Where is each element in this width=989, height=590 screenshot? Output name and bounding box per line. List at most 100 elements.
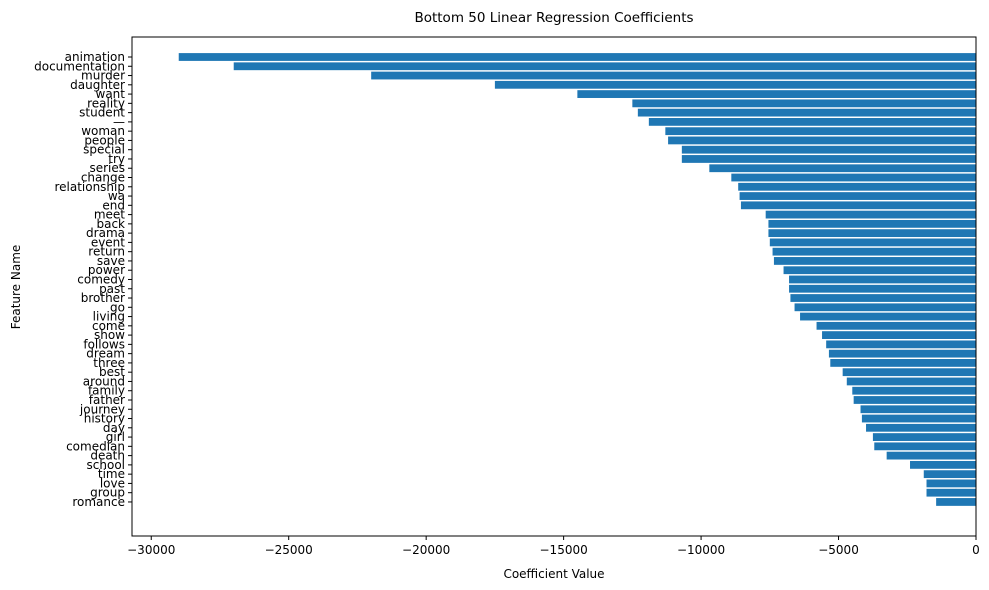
bar-19 [768, 229, 976, 238]
category-label: follows [83, 337, 125, 351]
bar-43 [886, 451, 976, 460]
category-label: go [110, 300, 125, 314]
category-label: series [89, 161, 125, 175]
category-label: day [103, 421, 125, 435]
category-label: death [90, 449, 125, 463]
bar-9 [668, 136, 976, 145]
category-label: want [96, 87, 126, 101]
bar-40 [866, 423, 976, 432]
bar-34 [842, 368, 976, 377]
category-label: daughter [70, 78, 125, 92]
bar-38 [860, 405, 976, 414]
category-label: return [88, 245, 125, 259]
category-label: family [88, 384, 125, 398]
category-label: romance [72, 495, 125, 509]
category-label: around [83, 374, 125, 388]
bar-14 [738, 182, 976, 191]
bar-25 [789, 284, 976, 293]
category-label: group [90, 486, 125, 500]
category-label: back [96, 217, 125, 231]
x-tick-label: 0 [972, 543, 980, 557]
category-label: special [83, 143, 125, 157]
bar-28 [800, 312, 976, 321]
category-label: murder [81, 69, 125, 83]
bar-10 [681, 145, 976, 154]
bar-8 [665, 127, 976, 136]
category-label: wa [108, 189, 125, 203]
x-tick-label: −15000 [540, 543, 588, 557]
bar-44 [910, 460, 976, 469]
bar-7 [648, 117, 976, 126]
bar-15 [739, 192, 976, 200]
bar-4 [577, 90, 976, 98]
x-tick-label: −10000 [677, 543, 725, 557]
bar-46 [926, 479, 976, 488]
bar-17 [765, 210, 976, 219]
plot-frame [131, 36, 977, 537]
bars-group [178, 53, 977, 506]
category-label: documentation [34, 59, 125, 73]
x-tick-label: −20000 [402, 543, 450, 557]
bar-45 [923, 470, 976, 479]
bar-2 [371, 71, 976, 80]
category-label: journey [79, 402, 125, 416]
bar-31 [826, 340, 976, 349]
category-label: three [93, 356, 125, 370]
bar-18 [768, 219, 976, 228]
category-label: love [100, 476, 125, 490]
category-label: father [89, 393, 125, 407]
category-label: try [108, 152, 125, 166]
bar-48 [936, 498, 976, 506]
bar-16 [740, 201, 976, 210]
chart-title: Bottom 50 Linear Regression Coefficients [414, 10, 693, 26]
category-label: student [79, 106, 125, 120]
bar-47 [926, 488, 976, 497]
bar-13 [731, 173, 976, 182]
category-label: — [113, 115, 125, 129]
category-label: time [98, 467, 125, 481]
bar-32 [828, 349, 976, 358]
bar-41 [872, 433, 976, 441]
category-label: best [99, 365, 125, 379]
category-label: brother [81, 291, 125, 305]
x-axis-title: Coefficient Value [503, 567, 604, 581]
bar-3 [494, 80, 976, 89]
category-label: reality [87, 96, 125, 110]
bar-24 [789, 275, 976, 284]
category-label: girl [106, 430, 125, 444]
bar-21 [772, 247, 976, 256]
category-label: save [97, 254, 125, 268]
category-label: comedian [66, 439, 125, 453]
bar-12 [709, 164, 976, 173]
bar-42 [874, 442, 976, 451]
category-label: woman [81, 124, 125, 138]
bar-33 [830, 359, 976, 367]
category-label: come [92, 319, 125, 333]
bar-36 [852, 386, 976, 395]
category-label: history [84, 412, 125, 426]
y-axis-title: Feature Name [9, 245, 23, 330]
bar-20 [769, 238, 976, 247]
category-labels: animationdocumentationmurderdaughterwant… [34, 50, 132, 509]
category-label: animation [65, 50, 125, 64]
bar-5 [632, 99, 976, 108]
category-label: school [87, 458, 125, 472]
x-tick-label: −25000 [265, 543, 313, 557]
x-ticks: −30000 −25000 −20000 −15000 −10000 −5000 0 [127, 536, 980, 557]
bar-27 [794, 303, 976, 312]
bar-11 [681, 155, 976, 163]
bar-37 [853, 396, 976, 404]
category-label: event [91, 235, 125, 249]
category-label: past [99, 282, 125, 296]
category-label: end [102, 198, 125, 212]
bar-6 [637, 108, 976, 117]
category-label: drama [86, 226, 125, 240]
bar-22 [773, 257, 976, 265]
category-label: meet [94, 208, 125, 222]
category-label: people [84, 133, 125, 147]
category-label: comedy [77, 272, 125, 286]
bar-39 [861, 414, 976, 423]
category-label: show [94, 328, 125, 342]
category-label: relationship [54, 180, 125, 194]
